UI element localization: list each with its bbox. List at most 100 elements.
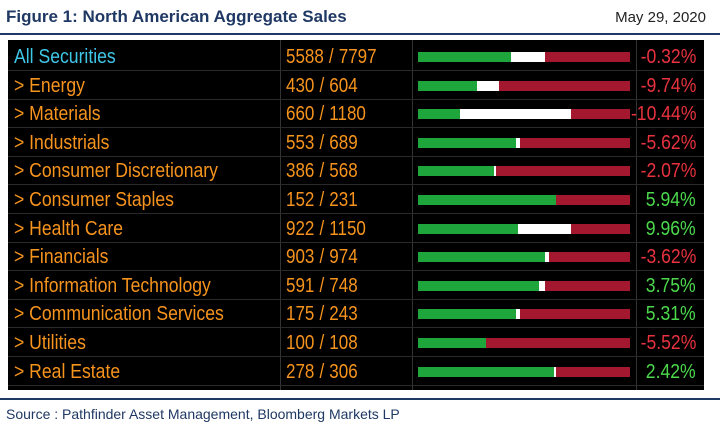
breadth-bar [418,366,630,377]
breadth-bar [418,195,630,205]
total-count: 231 [329,189,358,211]
advancers-total: 5588/7797 [286,43,388,71]
advancers-count: 278 [286,360,315,383]
breadth-bar-unchanged [538,280,546,291]
table-row[interactable]: > Communication Services 175/243 5.31% [8,300,704,329]
column-divider [412,40,413,390]
total-count: 604 [329,74,358,97]
count-separator: / [319,246,325,269]
total-count: 1150 [329,217,366,240]
table-row[interactable]: > Industrials 553/689 -5.62% [8,129,704,157]
breadth-bar-unchanged [494,166,497,177]
change-percent: -2.07% [640,160,696,183]
advancers-count: 5588 [286,46,324,68]
breadth-bar [418,309,630,320]
breadth-bar [418,223,630,234]
advancers-total: 553/689 [286,129,388,157]
row-divider [8,213,704,214]
count-separator: / [319,303,325,326]
total-count: 243 [329,303,358,326]
table-row[interactable]: > Consumer Discretionary 386/568 -2.07% [8,157,704,186]
total-count: 108 [329,332,358,354]
breadth-bar-unchanged [460,109,571,120]
sector-label: > Energy [14,74,85,97]
sector-label: > Industrials [14,131,110,154]
change-percent: 3.75% [646,274,696,297]
advancers-count: 922 [286,217,315,240]
total-count: 689 [329,131,358,154]
sector-label: > Communication Services [14,303,224,326]
advancers-total: 430/604 [286,72,388,100]
breadth-bar-unchanged [511,52,546,62]
figure-header: Figure 1: North American Aggregate Sales… [0,0,720,34]
table-row[interactable]: > Utilities 100/108 -5.52% [8,329,704,357]
change-percent: -3.62% [640,246,696,269]
count-separator: / [319,189,325,211]
breadth-bar-advancing [418,52,512,62]
breadth-bar-advancing [418,195,556,205]
sector-label: > Consumer Staples [14,189,174,211]
advancers-count: 430 [286,74,315,97]
count-separator: / [319,217,325,240]
sector-label: > Real Estate [14,360,121,383]
count-separator: / [319,131,325,154]
change-percent: 5.94% [646,189,696,211]
count-separator: / [319,160,325,183]
figure-date: May 29, 2020 [615,9,706,26]
change-percent: -5.62% [640,131,696,154]
total-count: 568 [329,160,358,183]
row-divider [8,327,704,329]
breadth-bar-advancing [418,252,546,263]
table-row[interactable]: > Information Technology 591/748 3.75% [8,272,704,300]
advancers-count: 660 [286,103,315,126]
figure-title: Figure 1: North American Aggregate Sales [6,7,347,26]
advancers-count: 175 [286,303,315,326]
count-separator: / [319,103,325,126]
table-row[interactable]: > Health Care 922/1150 9.96% [8,215,704,243]
breadth-bar-advancing [418,137,516,148]
breadth-bar [418,80,630,91]
advancers-count: 152 [286,189,315,211]
advancers-count: 553 [286,131,315,154]
count-separator: / [319,332,325,354]
breadth-bar-advancing [418,166,495,177]
breadth-bar-advancing [418,109,461,120]
row-divider [8,127,704,129]
sector-label: > Materials [14,103,101,126]
table-row[interactable]: > Energy 430/604 -9.74% [8,72,704,100]
row-divider [8,241,704,243]
total-count: 748 [329,274,358,297]
header-rule [0,33,720,35]
table-row[interactable]: All Securities 5588/7797 -0.32% [8,43,704,71]
table-row[interactable]: > Materials 660/1180 -10.44% [8,100,704,129]
advancers-total: 152/231 [286,186,388,214]
breadth-bar-advancing [418,338,486,348]
sector-label: > Utilities [14,332,86,354]
advancers-total: 903/974 [286,243,388,271]
row-divider [8,184,704,186]
advancers-count: 591 [286,274,315,297]
table-row[interactable]: > Consumer Staples 152/231 5.94% [8,186,704,214]
advancers-total: 175/243 [286,300,388,328]
row-divider [8,298,704,300]
advancers-total: 278/306 [286,358,388,386]
sector-label: > Health Care [14,217,124,240]
total-count: 7797 [338,46,377,68]
advancers-total: 591/748 [286,272,388,300]
breadth-bar [418,166,630,177]
breadth-bar-unchanged [477,80,499,91]
breadth-bar-advancing [418,280,539,291]
breadth-bar-advancing [418,366,554,377]
breadth-bar-advancing [418,80,478,91]
table-row[interactable]: > Real Estate 278/306 2.42% [8,358,704,386]
table-row[interactable]: > Financials 903/974 -3.62% [8,243,704,272]
count-separator: / [319,360,325,383]
change-percent: -10.44% [630,103,696,126]
total-count: 1180 [329,103,366,126]
breadth-bar-unchanged [553,366,556,377]
column-divider [636,40,637,390]
row-divider [8,98,704,100]
change-percent: -0.32% [640,46,696,68]
total-count: 306 [329,360,358,383]
row-divider [8,70,704,71]
